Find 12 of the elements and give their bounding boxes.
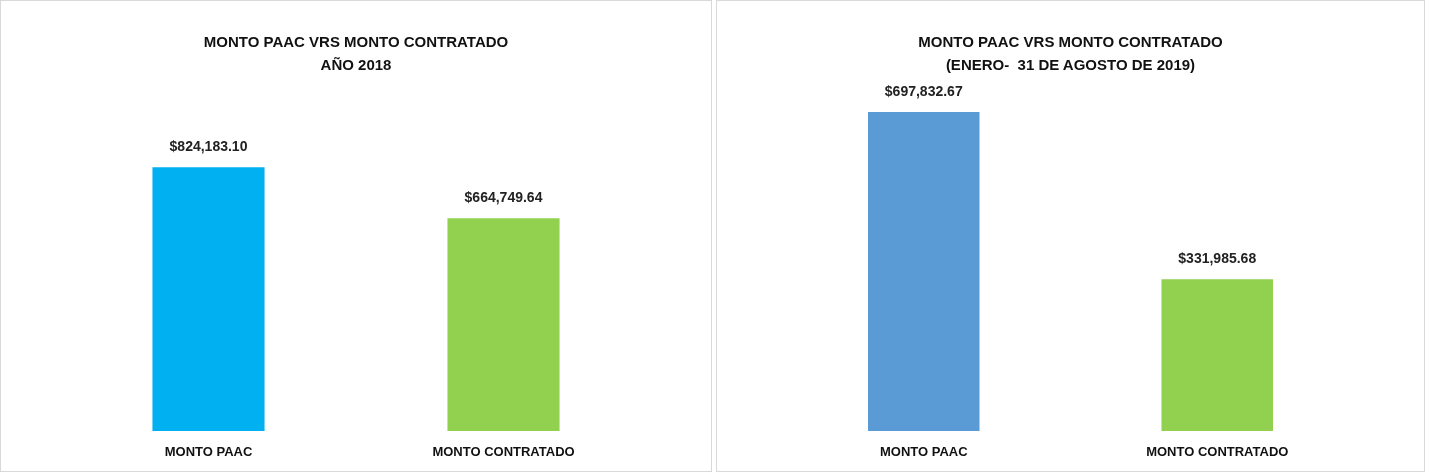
data-label: $697,832.67 — [884, 82, 963, 99]
chart-title: MONTO PAAC VRS MONTO CONTRATADO — [918, 33, 1224, 50]
chart-subtitle: (ENERO- 31 DE AGOSTO DE 2019) — [945, 56, 1196, 73]
data-label: $664,749.64 — [464, 189, 543, 206]
x-tick-label: MONTO PAAC — [164, 444, 253, 459]
chart-title: MONTO PAAC VRS MONTO CONTRATADO — [203, 33, 509, 50]
x-tick-label: MONTO PAAC — [879, 444, 969, 459]
x-tick-label: MONTO CONTRATADO — [432, 444, 575, 459]
x-tick-label: MONTO CONTRATADO — [1146, 444, 1289, 459]
data-label: $331,985.68 — [1178, 250, 1257, 267]
data-label: $824,183.10 — [169, 138, 248, 155]
chart-subtitle: AÑO 2018 — [320, 56, 392, 73]
